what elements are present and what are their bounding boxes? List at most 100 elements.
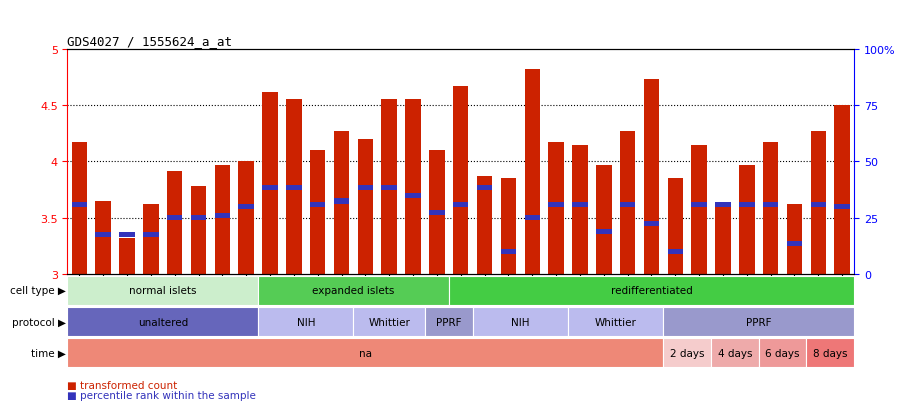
Bar xyxy=(72,202,87,207)
Bar xyxy=(663,307,854,337)
Text: 8 days: 8 days xyxy=(813,348,848,358)
Text: ■ percentile rank within the sample: ■ percentile rank within the sample xyxy=(67,390,256,400)
Bar xyxy=(668,179,683,275)
Bar xyxy=(572,202,588,207)
Bar xyxy=(263,93,278,275)
Bar xyxy=(310,151,325,275)
Bar xyxy=(739,202,754,207)
Bar xyxy=(759,338,806,368)
Text: GDS4027 / 1555624_a_at: GDS4027 / 1555624_a_at xyxy=(67,36,233,48)
Bar xyxy=(473,307,568,337)
Bar xyxy=(453,87,468,275)
Bar xyxy=(501,249,516,255)
Bar xyxy=(476,177,493,275)
Bar xyxy=(596,229,611,235)
Bar xyxy=(120,239,135,275)
Bar xyxy=(716,205,731,275)
Bar xyxy=(191,187,206,275)
Bar xyxy=(95,233,111,238)
Bar xyxy=(143,205,158,275)
Bar xyxy=(619,202,636,207)
Bar xyxy=(711,338,759,368)
Text: protocol ▶: protocol ▶ xyxy=(12,317,66,327)
Bar xyxy=(453,202,468,207)
Bar xyxy=(501,179,516,275)
Text: 6 days: 6 days xyxy=(765,348,800,358)
Text: 2 days: 2 days xyxy=(670,348,705,358)
Bar xyxy=(381,100,397,275)
Text: PPRF: PPRF xyxy=(746,317,771,327)
Bar xyxy=(619,132,636,275)
Bar xyxy=(568,307,663,337)
Bar xyxy=(596,166,611,275)
Bar xyxy=(425,307,473,337)
Bar xyxy=(834,106,850,275)
Bar xyxy=(167,216,182,221)
Text: na: na xyxy=(359,348,372,358)
Text: Whittier: Whittier xyxy=(595,317,636,327)
Bar xyxy=(381,185,397,190)
Bar xyxy=(691,202,707,207)
Bar xyxy=(405,193,421,198)
Text: normal islets: normal islets xyxy=(129,286,197,296)
Bar xyxy=(143,233,158,238)
Bar xyxy=(811,202,826,207)
Text: PPRF: PPRF xyxy=(436,317,461,327)
Bar xyxy=(215,166,230,275)
Bar xyxy=(358,140,373,275)
Bar xyxy=(67,338,663,368)
Bar xyxy=(72,143,87,275)
Bar xyxy=(644,221,659,227)
Text: cell type ▶: cell type ▶ xyxy=(10,286,66,296)
Bar xyxy=(524,216,540,221)
Bar xyxy=(787,242,802,247)
Bar xyxy=(258,276,449,306)
Bar xyxy=(691,145,707,275)
Text: NIH: NIH xyxy=(511,317,530,327)
Bar xyxy=(668,249,683,255)
Bar xyxy=(263,185,278,190)
Text: time ▶: time ▶ xyxy=(31,348,66,358)
Bar xyxy=(67,276,258,306)
Text: Whittier: Whittier xyxy=(369,317,410,327)
Bar xyxy=(67,307,258,337)
Bar xyxy=(572,145,588,275)
Text: 4 days: 4 days xyxy=(717,348,752,358)
Bar xyxy=(811,132,826,275)
Bar xyxy=(429,210,445,215)
Bar xyxy=(548,202,564,207)
Bar xyxy=(353,307,425,337)
Bar xyxy=(334,199,350,204)
Bar xyxy=(405,100,421,275)
Bar xyxy=(310,202,325,207)
Bar xyxy=(806,338,854,368)
Bar xyxy=(548,143,564,275)
Text: NIH: NIH xyxy=(297,317,315,327)
Bar xyxy=(286,100,302,275)
Text: ■ transformed count: ■ transformed count xyxy=(67,380,178,390)
Bar xyxy=(258,307,353,337)
Bar xyxy=(358,185,373,190)
Bar xyxy=(787,205,802,275)
Text: unaltered: unaltered xyxy=(138,317,188,327)
Bar xyxy=(215,214,230,218)
Bar xyxy=(167,171,182,275)
Bar xyxy=(644,80,659,275)
Bar xyxy=(716,202,731,207)
Bar xyxy=(739,166,754,275)
Bar xyxy=(120,233,135,238)
Bar xyxy=(663,338,711,368)
Bar xyxy=(834,204,850,210)
Bar xyxy=(191,216,206,221)
Bar xyxy=(334,132,350,275)
Bar xyxy=(763,202,779,207)
Bar xyxy=(763,143,779,275)
Text: redifferentiated: redifferentiated xyxy=(610,286,692,296)
Bar xyxy=(476,185,493,190)
Bar xyxy=(524,70,540,275)
Bar xyxy=(429,151,445,275)
Text: expanded islets: expanded islets xyxy=(312,286,395,296)
Bar xyxy=(238,162,254,275)
Bar xyxy=(95,202,111,275)
Bar xyxy=(238,204,254,210)
